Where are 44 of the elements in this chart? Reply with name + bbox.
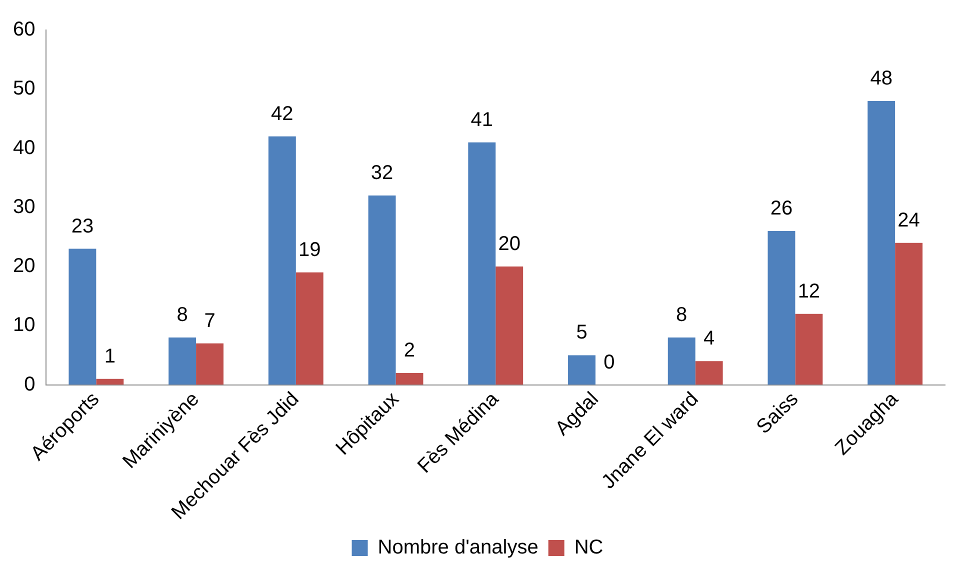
data-label: 7 [204,310,216,332]
bar [668,337,696,385]
bar [795,314,823,385]
bar [68,248,96,385]
data-label: 0 [604,351,615,374]
legend-label: NC [574,536,604,559]
data-label: 20 [498,233,520,256]
bar [396,372,424,385]
bar [468,142,496,385]
data-label: 2 [404,339,416,362]
data-label: 23 [71,215,94,238]
data-label: 8 [176,304,188,326]
y-tick-label: 60 [12,18,36,41]
bar [168,337,196,385]
y-tick-label: 0 [24,373,36,396]
bar [868,100,896,385]
data-label: 12 [798,280,820,302]
y-tick-label: 50 [12,78,36,100]
data-label: 32 [370,162,394,184]
y-tick-label: 20 [12,255,36,278]
bar [695,361,723,385]
data-label: 42 [271,102,294,125]
bar [496,266,524,385]
data-label: 4 [704,328,715,350]
bar [568,355,596,385]
bar [268,136,296,385]
data-label: 26 [770,198,793,220]
bar [768,231,796,385]
bar [296,272,324,385]
data-label: 41 [470,108,494,131]
y-tick-label: 30 [12,196,36,218]
y-tick-label: 10 [12,314,36,336]
bar [196,343,224,385]
data-label: 5 [576,322,588,344]
data-label: 8 [676,304,688,326]
bar [96,378,124,385]
y-tick-label: 40 [12,136,36,159]
data-label: 19 [298,238,321,261]
data-label: 24 [898,209,920,232]
data-label: 48 [870,67,892,90]
data-label: 1 [104,345,116,368]
bar [895,242,923,385]
bar [368,196,396,385]
legend-label: Nombre d'analyse [378,536,538,559]
